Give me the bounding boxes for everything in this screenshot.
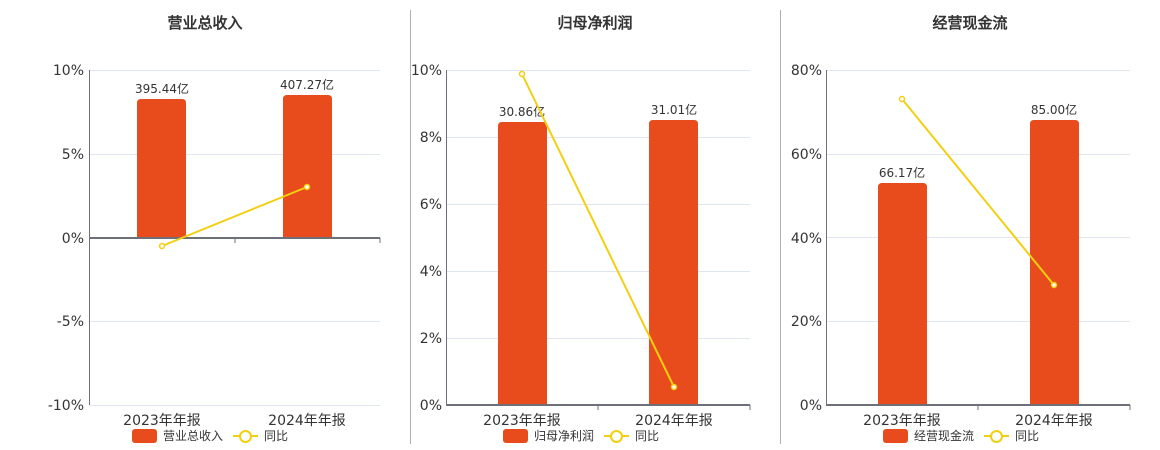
bar-label: 407.27亿 [280,77,334,92]
y-tick-labels: 80% 60% 40% 20% 0% [791,63,822,414]
chart-panel-operating-cash-flow: 经营现金流 80% 60% 40% 20% 0% 66.17亿 85.00亿 2… [780,0,1160,450]
legend-line-label[interactable]: 同比 [635,429,660,443]
legend-bar-label[interactable]: 营业总收入 [163,429,224,443]
bar-label: 30.86亿 [499,104,545,119]
bar-label: 31.01亿 [651,102,697,117]
x-tick-label: 2023年年报 [483,413,561,429]
svg-text:10%: 10% [411,63,442,79]
x-tick-label: 2024年年报 [1015,413,1093,429]
svg-text:0%: 0% [62,231,84,247]
chart-plot: 10% 8% 6% 4% 2% 0% 30.86亿 31.01亿 2023年年报… [411,63,751,429]
svg-text:20%: 20% [791,314,822,330]
legend-bar-swatch[interactable] [132,428,157,443]
chart-panel-revenue: 营业总收入 10% 5% 0% -5% -10% 395.44亿 407.27亿 [0,0,410,450]
chart-plot: 80% 60% 40% 20% 0% 66.17亿 85.00亿 2023年年报… [791,63,1131,429]
svg-text:40%: 40% [791,231,822,247]
svg-text:-10%: -10% [48,398,84,414]
x-tick-label: 2024年年报 [268,413,346,429]
chart-title: 归母净利润 [557,14,633,32]
bar-2023 [498,122,547,405]
legend-bar-swatch[interactable] [883,428,908,443]
legend-bar-label[interactable]: 经营现金流 [914,429,975,443]
legend-bar-swatch[interactable] [503,428,528,443]
legend-line-icon[interactable] [604,429,630,443]
bar-label: 395.44亿 [135,81,189,96]
yoy-line [521,73,675,388]
legend-line-label[interactable]: 同比 [1015,429,1040,443]
gridlines [826,70,1130,322]
bar-2024 [649,120,698,405]
bar-2024 [1030,120,1079,405]
x-tick-label: 2023年年报 [863,413,941,429]
yoy-line [161,186,308,247]
svg-text:80%: 80% [791,63,822,79]
bar-2023 [137,99,186,238]
svg-text:0%: 0% [420,398,442,414]
bar-label: 85.00亿 [1031,102,1077,117]
y-tick-labels: 10% 8% 6% 4% 2% 0% [411,63,442,414]
bar-label: 66.17亿 [879,165,925,180]
svg-text:6%: 6% [420,197,442,213]
svg-text:60%: 60% [791,147,822,163]
yoy-line [901,98,1055,286]
chart-title: 营业总收入 [167,14,243,32]
svg-text:2%: 2% [420,331,442,347]
panel-divider [780,10,781,444]
bar-2024 [283,95,332,238]
svg-text:8%: 8% [420,130,442,146]
legend-line-icon[interactable] [984,429,1010,443]
x-tick-label: 2023年年报 [123,413,201,429]
legend-line-icon[interactable] [233,429,259,443]
svg-text:5%: 5% [62,147,84,163]
legend: 归母净利润 同比 [503,427,659,444]
x-tick-label: 2024年年报 [635,413,713,429]
svg-text:-5%: -5% [57,314,84,330]
gridlines [90,70,380,406]
svg-text:4%: 4% [420,264,442,280]
chart-title: 经营现金流 [932,14,1008,32]
bar-2023 [878,183,927,405]
svg-text:10%: 10% [53,63,84,79]
legend: 经营现金流 同比 [883,427,1039,444]
legend: 营业总收入 同比 [132,427,288,444]
legend-line-label[interactable]: 同比 [264,429,289,443]
y-tick-labels: 10% 5% 0% -5% -10% [48,63,84,414]
panel-divider [410,10,411,444]
svg-text:0%: 0% [800,398,822,414]
gridlines [446,70,750,339]
legend-bar-label[interactable]: 归母净利润 [534,429,595,443]
chart-plot: 10% 5% 0% -5% -10% 395.44亿 407.27亿 2023年… [48,63,381,429]
chart-panel-net-profit: 归母净利润 10% 8% 6% 4% 2% 0% 30.86亿 31.01亿 [410,0,780,450]
